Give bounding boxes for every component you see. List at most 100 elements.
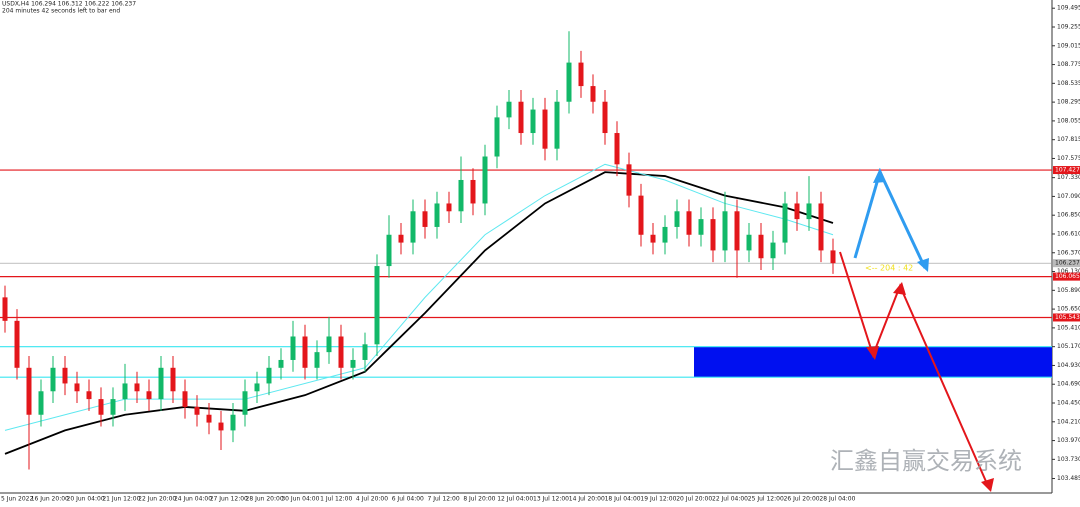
level-tag — [1053, 272, 1080, 281]
candle-body — [554, 101, 560, 149]
arrow-head — [981, 478, 994, 492]
x-tick-label: 5 Jun 2022 — [1, 496, 33, 503]
candle-body — [350, 359, 356, 368]
arrow-head — [917, 258, 929, 272]
current-price-label: 106.237 — [1055, 260, 1080, 267]
x-tick-label: 16 Jun 20:00 — [31, 496, 69, 503]
x-tick-label: 24 Jun 04:00 — [174, 496, 212, 503]
candle-body — [14, 320, 20, 368]
candle-body — [146, 391, 152, 400]
candle-body — [2, 297, 8, 321]
candle-body — [62, 367, 68, 384]
candle-body — [806, 203, 812, 220]
x-tick-label: 21 Jun 12:00 — [102, 496, 140, 503]
x-tick-label: 18 Jul 04:00 — [605, 496, 641, 503]
x-tick-label: 30 Jun 04:00 — [281, 496, 319, 503]
candle-body — [818, 203, 824, 251]
x-tick-label: 6 Jul 04:00 — [392, 496, 424, 503]
candle-body — [98, 399, 104, 415]
y-tick-label: 107.575 — [1057, 155, 1080, 162]
candle-body — [314, 352, 320, 368]
y-tick-label: 103.730 — [1057, 456, 1080, 463]
candle-body — [542, 109, 548, 149]
y-tick-label: 108.535 — [1057, 80, 1080, 87]
candle-body — [206, 414, 212, 423]
y-tick-label: 106.610 — [1057, 230, 1080, 237]
price-tag — [1053, 259, 1080, 268]
arrow-head — [866, 346, 879, 360]
candle-body — [86, 391, 92, 400]
candle-body — [386, 234, 392, 267]
x-tick-label: 22 Jun 20:00 — [138, 496, 176, 503]
candle-body — [566, 62, 572, 102]
x-tick-label: 28 Jun 20:00 — [246, 496, 284, 503]
x-tick-label: 20 Jul 20:00 — [676, 496, 712, 503]
candle-body — [530, 109, 536, 134]
candle-body — [578, 62, 584, 87]
y-tick-label: 103.485 — [1057, 475, 1080, 482]
candle-body — [470, 179, 476, 204]
moving-average — [4, 171, 834, 455]
x-tick-label: 26 Jul 20:00 — [784, 496, 820, 503]
candle-body — [746, 234, 752, 251]
candle-body — [266, 367, 272, 384]
candle-body — [494, 117, 500, 157]
y-tick-label: 109.255 — [1057, 23, 1080, 30]
y-tick-label: 106.130 — [1057, 268, 1080, 275]
y-tick-label: 108.295 — [1057, 99, 1080, 106]
candle-body — [638, 195, 644, 235]
y-tick-label: 105.170 — [1057, 343, 1080, 350]
y-tick-label: 107.090 — [1057, 193, 1080, 200]
candle-body — [122, 383, 128, 400]
level-label: 106.065 — [1055, 273, 1080, 280]
candle-body — [50, 367, 56, 392]
candle-body — [710, 219, 716, 251]
candle-body — [446, 203, 452, 212]
moving-average — [4, 163, 834, 431]
x-tick-label: 1 Jul 12:00 — [320, 496, 352, 503]
y-tick-label: 109.015 — [1057, 42, 1080, 49]
level-tag — [1053, 166, 1080, 175]
candle-body — [74, 383, 80, 392]
candle-body — [626, 164, 632, 196]
x-tick-label: 27 Jun 12:00 — [210, 496, 248, 503]
candle-body — [302, 336, 308, 368]
candle-body — [134, 383, 140, 392]
x-tick-label: 28 Jul 04:00 — [819, 496, 855, 503]
candle-body — [662, 226, 668, 243]
y-tick-label: 104.450 — [1057, 400, 1080, 407]
candle-body — [794, 203, 800, 220]
candle-body — [110, 399, 116, 415]
candle-body — [410, 211, 416, 243]
candle-body — [770, 242, 776, 259]
level-tag — [1053, 313, 1080, 322]
y-tick-label: 105.410 — [1057, 324, 1080, 331]
candle-body — [254, 383, 260, 392]
x-tick-label: 4 Jul 20:00 — [356, 496, 388, 503]
candle-body — [290, 336, 296, 360]
candle-body — [422, 211, 428, 227]
candle-body — [218, 422, 224, 431]
candle-body — [194, 406, 200, 415]
x-tick-label: 14 Jul 20:00 — [569, 496, 605, 503]
candle-body — [782, 203, 788, 243]
level-label: 107.427 — [1055, 167, 1080, 174]
y-tick-label: 103.970 — [1057, 437, 1080, 444]
red-arrow — [839, 251, 989, 487]
candle-body — [182, 391, 188, 407]
y-tick-label: 104.930 — [1057, 362, 1080, 369]
y-tick-label: 106.370 — [1057, 249, 1080, 256]
candle-body — [518, 101, 524, 134]
y-tick-label: 108.055 — [1057, 117, 1080, 124]
candle-body — [170, 367, 176, 392]
candle-body — [278, 359, 284, 368]
candle-body — [326, 336, 332, 353]
candle-body — [650, 234, 656, 243]
x-tick-label: 25 Jul 12:00 — [748, 496, 784, 503]
y-tick-label: 104.690 — [1057, 381, 1080, 388]
candle-body — [686, 211, 692, 235]
candle-body — [242, 391, 248, 415]
y-tick-label: 107.815 — [1057, 136, 1080, 143]
